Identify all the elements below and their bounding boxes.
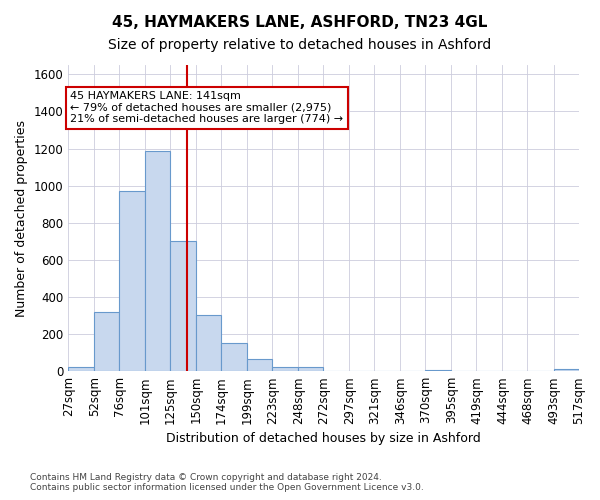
Bar bbox=[554, 370, 578, 371]
Bar bbox=[68, 366, 94, 371]
Bar bbox=[196, 314, 221, 371]
Bar bbox=[119, 191, 145, 371]
Text: 45 HAYMAKERS LANE: 141sqm
← 79% of detached houses are smaller (2,975)
21% of se: 45 HAYMAKERS LANE: 141sqm ← 79% of detac… bbox=[70, 91, 343, 124]
Y-axis label: Number of detached properties: Number of detached properties bbox=[15, 120, 28, 316]
Bar bbox=[298, 368, 323, 371]
Bar bbox=[170, 242, 196, 371]
Bar bbox=[247, 359, 272, 371]
Bar bbox=[425, 370, 451, 371]
Bar bbox=[272, 366, 298, 371]
X-axis label: Distribution of detached houses by size in Ashford: Distribution of detached houses by size … bbox=[166, 432, 481, 445]
Text: Contains HM Land Registry data © Crown copyright and database right 2024.
Contai: Contains HM Land Registry data © Crown c… bbox=[30, 473, 424, 492]
Bar bbox=[221, 344, 247, 371]
Text: 45, HAYMAKERS LANE, ASHFORD, TN23 4GL: 45, HAYMAKERS LANE, ASHFORD, TN23 4GL bbox=[112, 15, 488, 30]
Bar bbox=[94, 312, 119, 371]
Bar bbox=[145, 152, 170, 371]
Text: Size of property relative to detached houses in Ashford: Size of property relative to detached ho… bbox=[109, 38, 491, 52]
